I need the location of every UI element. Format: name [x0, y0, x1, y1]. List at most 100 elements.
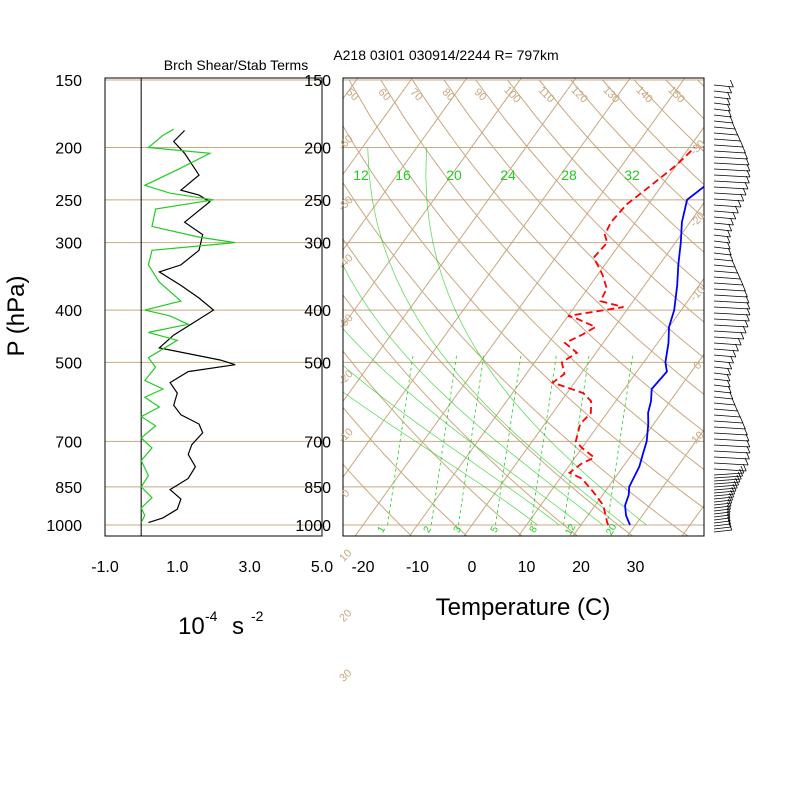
wind-barb [713, 234, 731, 238]
wind-barb [713, 156, 748, 160]
wind-barb [713, 264, 736, 268]
wind-barb [713, 222, 734, 226]
mixing-ratio-label-1: 1 [376, 524, 389, 535]
wind-barb-flag [737, 199, 742, 208]
moist-adiabat-16 [343, 365, 560, 526]
wind-barb [713, 90, 732, 94]
wind-barb [713, 402, 735, 406]
wind-barb-flag [734, 403, 738, 412]
wind-barb [713, 96, 731, 100]
wind-barb-flag [744, 319, 749, 328]
wind-barb-flag [727, 109, 732, 118]
wind-barb [713, 523, 731, 527]
skewt-y-tick-700: 700 [304, 434, 331, 451]
skewt-x-tick-20: 20 [572, 559, 590, 576]
wind-barb-flag [740, 465, 745, 474]
wind-barb [713, 456, 750, 460]
moist-adiabat-28 [367, 147, 625, 526]
isotherm--20 [354, 78, 686, 536]
wind-barb [713, 168, 750, 172]
wind-barb [713, 114, 732, 118]
skewt-y-tick-400: 400 [304, 303, 331, 320]
mixing-ratio-line-5 [495, 352, 522, 526]
shear-stability-line-1 [148, 130, 236, 524]
isotherm-label-70: 70 [408, 86, 425, 103]
isotherm-label-90: 90 [472, 86, 489, 103]
dry-adiabat-360 [443, 79, 704, 359]
isotherm--90 [0, 64, 314, 537]
moist-adiabat-label-32: 32 [624, 167, 640, 183]
skewt-x-tick--20: -20 [351, 559, 374, 576]
wind-barb-flag [731, 486, 736, 495]
side-label-left--30: -30 [336, 312, 356, 332]
isotherm-20 [572, 353, 704, 536]
wind-barb [713, 252, 732, 256]
wind-barb [713, 360, 734, 364]
isotherm--50 [343, 78, 522, 327]
isotherm-30 [626, 429, 704, 536]
wind-barb [713, 246, 731, 250]
wind-barb-flag [742, 325, 747, 334]
mixing-ratio-line-12 [563, 352, 590, 526]
wind-barb-flag [727, 516, 731, 525]
wind-barb-flag [728, 522, 733, 531]
wind-barb [713, 138, 741, 142]
isotherm-label-80: 80 [440, 86, 457, 103]
dry-adiabat-400 [570, 79, 704, 219]
wind-barb-flag [731, 397, 736, 406]
mixing-ratio-line-3 [457, 352, 485, 526]
isotherm-label-50: 50 [344, 86, 361, 103]
side-label-right-0: 0 [691, 359, 704, 372]
wind-barb-flag [744, 457, 749, 466]
side-label-right--10: -10 [688, 284, 708, 304]
dry-adiabat-330 [348, 79, 704, 471]
wind-barb [713, 318, 750, 322]
skewt-y-tick-150: 150 [304, 73, 331, 90]
wind-barb-flag [726, 504, 731, 513]
wind-barb [713, 204, 742, 208]
dry-adiabat-420 [633, 79, 704, 153]
wind-barb [713, 84, 734, 88]
side-label-right--30: -30 [688, 138, 708, 158]
left-y-tick-200: 200 [55, 140, 82, 157]
side-label-left--10: -10 [336, 426, 356, 446]
wind-barb-flag [746, 163, 751, 172]
wind-barb-flag [732, 349, 737, 358]
side-label-left--40: -40 [336, 252, 356, 272]
wind-barb [713, 132, 738, 136]
wind-barb [713, 150, 746, 154]
wind-barb [713, 438, 749, 442]
left-y-tick-150: 150 [55, 73, 82, 90]
isotherm-label-110: 110 [536, 84, 557, 105]
dry-adiabat-460 [761, 80, 800, 536]
isotherm-label-130: 130 [600, 84, 621, 105]
wind-barb-flag [728, 223, 733, 232]
wind-barb-flag [739, 415, 744, 424]
wind-barb [713, 499, 733, 503]
dry-adiabat-280 [343, 350, 523, 536]
side-label-left--20: -20 [336, 368, 356, 388]
wind-barb [713, 108, 731, 112]
wind-barb-flag [730, 355, 734, 364]
skewt-x-tick-10: 10 [518, 559, 536, 576]
moist-adiabat-20 [343, 328, 582, 526]
skewt-panel: 50 60 70 80 90 100 110 120 130 140 150-60-50-40-30… [0, 47, 800, 684]
wind-barb [713, 294, 748, 298]
moist-adiabat-label-16: 16 [395, 167, 411, 183]
wind-barb [713, 432, 748, 436]
isotherm--30 [343, 78, 631, 478]
wind-barb-flag [746, 445, 751, 454]
left-y-tick-400: 400 [55, 303, 82, 320]
wind-barb [713, 462, 749, 466]
skewt-x-tick-30: 30 [627, 559, 645, 576]
left-panel-title: Brch Shear/Stab Terms [164, 57, 308, 73]
wind-barb-flag [745, 157, 750, 166]
wind-barb [713, 414, 741, 418]
wind-barb [713, 228, 732, 232]
mixing-ratio-line-1 [387, 352, 414, 526]
isotherm-label-60: 60 [376, 86, 393, 103]
moist-adiabat-label-28: 28 [561, 167, 577, 183]
wind-barb-flag [727, 501, 731, 510]
wind-barb-flag [736, 133, 741, 142]
